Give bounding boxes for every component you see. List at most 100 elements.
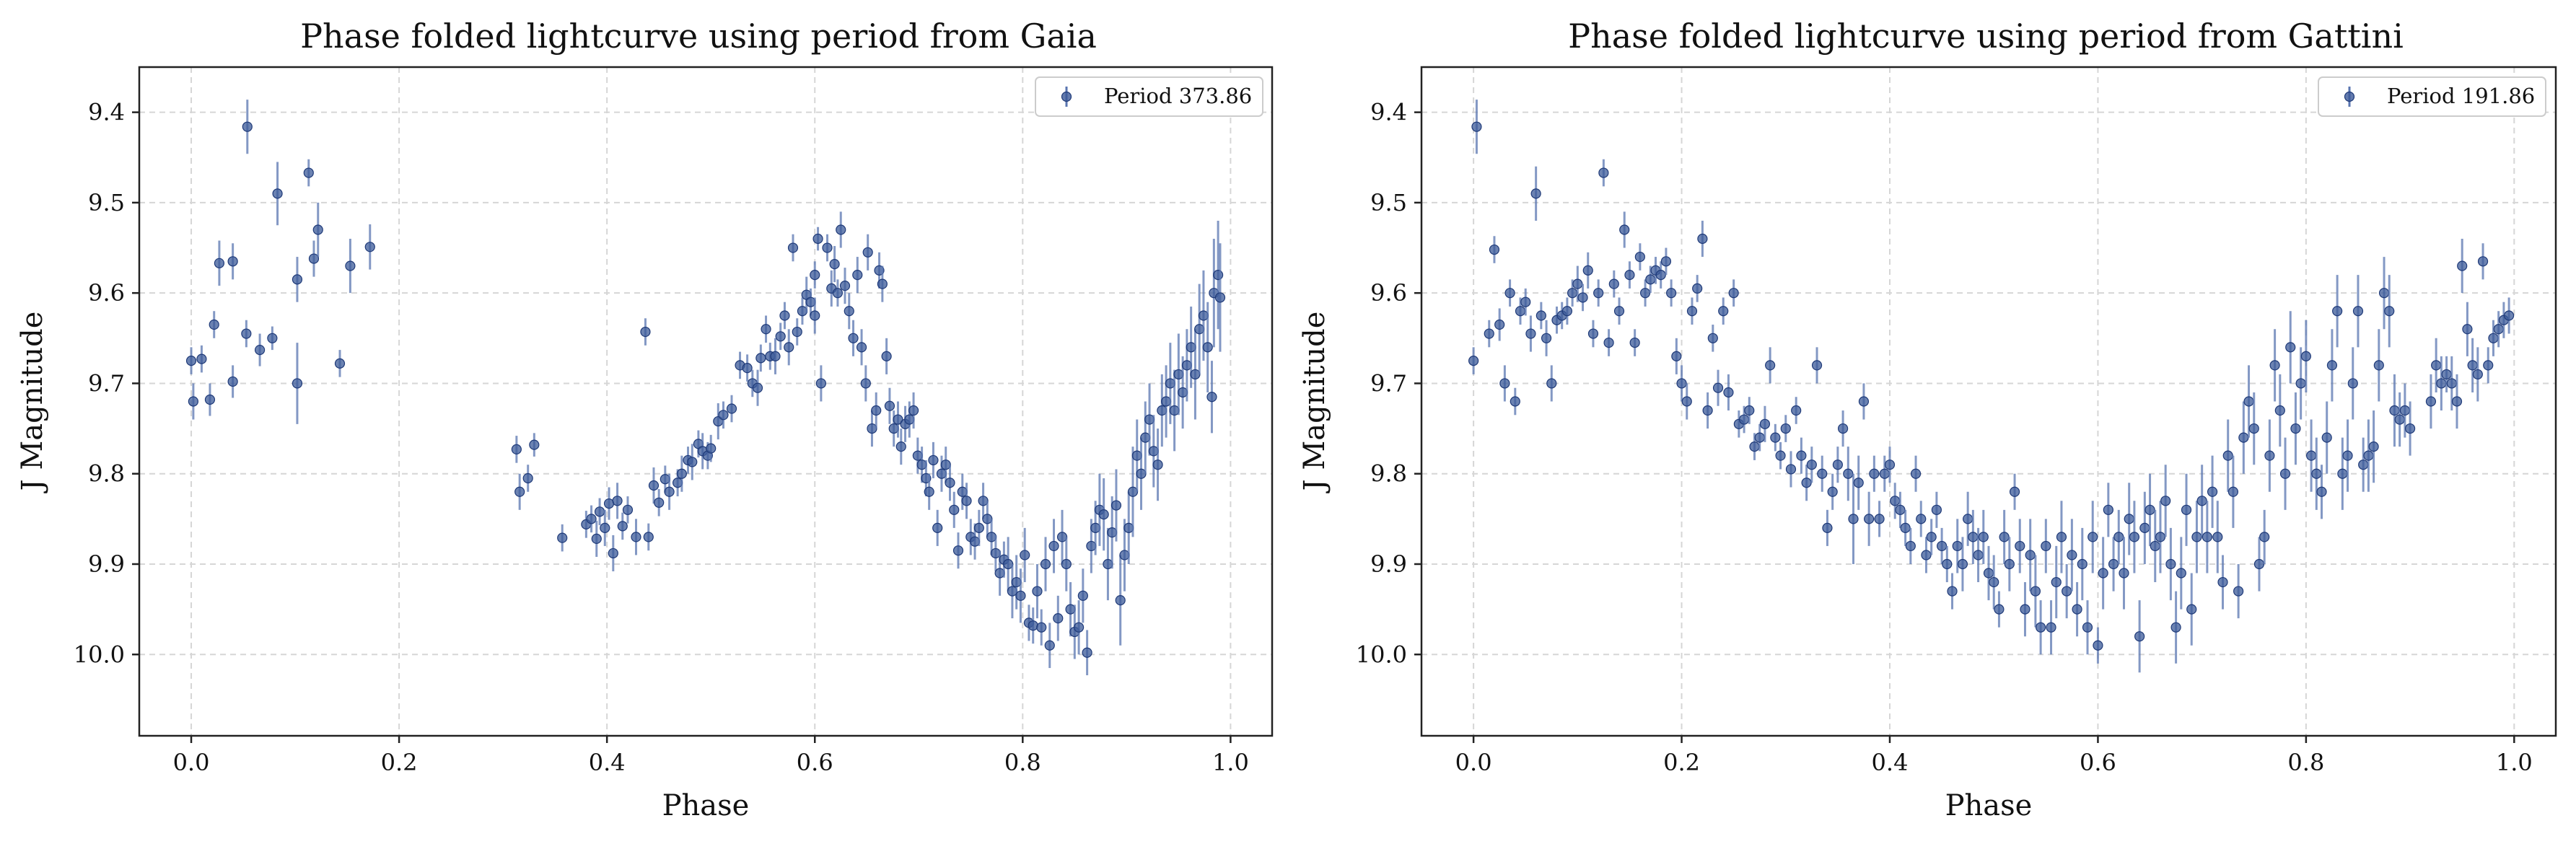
data-point [2020, 582, 2030, 637]
data-point [312, 202, 323, 258]
point-marker [1973, 550, 1984, 561]
point-marker [2238, 432, 2249, 443]
x-tick-label: 0.0 [1455, 749, 1492, 776]
point-marker [1942, 558, 1953, 570]
point-marker [726, 403, 737, 414]
data-point [1738, 405, 1750, 434]
data-point [2103, 483, 2113, 537]
point-marker [1931, 504, 1942, 515]
data-point [654, 489, 665, 516]
point-marker [839, 281, 851, 291]
data-point [2259, 509, 2270, 564]
x-tick-label: 0.2 [1663, 749, 1700, 776]
data-point [1160, 365, 1172, 438]
point-marker [1152, 460, 1163, 470]
point-marker [514, 486, 525, 497]
point-marker [2124, 514, 2134, 524]
point-marker [185, 356, 197, 366]
data-point [2352, 275, 2364, 348]
point-marker [2093, 640, 2103, 651]
point-marker [1978, 532, 1989, 542]
data-point [1754, 423, 1765, 452]
point-marker [1515, 306, 1526, 317]
point-marker [1572, 278, 1583, 289]
point-marker [1629, 337, 1640, 348]
point-marker [267, 333, 278, 343]
point-marker [2253, 558, 2265, 570]
point-marker [779, 310, 790, 321]
data-point [1489, 236, 1500, 263]
data-point [2404, 401, 2416, 456]
legend-marker [2344, 87, 2355, 107]
point-marker [2441, 369, 2452, 380]
point-marker [241, 328, 252, 339]
data-point [2217, 555, 2228, 610]
data-point [1103, 527, 1113, 601]
data-point [1916, 501, 1927, 537]
point-marker [1484, 328, 1494, 339]
point-marker [1963, 514, 1973, 524]
point-marker [928, 454, 939, 466]
point-marker [1832, 460, 1843, 470]
data-point [848, 320, 859, 356]
point-marker [345, 260, 356, 271]
point-marker [1561, 306, 1573, 317]
data-point [2108, 537, 2119, 592]
data-point [2462, 302, 2473, 356]
data-point [640, 318, 651, 346]
data-point [1884, 447, 1896, 483]
data-point [1702, 392, 1713, 429]
point-marker [2488, 333, 2499, 343]
point-marker [2030, 586, 2041, 597]
point-marker [1048, 540, 1059, 552]
point-marker [862, 247, 873, 258]
data-point [1468, 347, 1479, 374]
point-marker [706, 443, 717, 454]
point-marker [1952, 540, 1963, 552]
point-marker [209, 319, 219, 330]
point-marker [292, 274, 303, 285]
point-marker [2129, 532, 2140, 542]
point-marker [2217, 576, 2228, 588]
data-point [867, 410, 877, 447]
point-marker [822, 242, 833, 253]
x-tick-label: 0.8 [2287, 749, 2324, 776]
data-point [2087, 501, 2098, 573]
data-point [2368, 410, 2379, 483]
data-point [308, 240, 320, 277]
point-marker [1775, 450, 1786, 461]
data-point [2004, 537, 2015, 592]
data-point [2290, 392, 2301, 465]
point-marker [1806, 460, 1817, 470]
data-point [364, 224, 375, 270]
x-tick-label: 0.0 [173, 749, 210, 776]
data-point [912, 437, 923, 474]
data-point [1801, 465, 1812, 501]
point-marker [1754, 432, 1765, 443]
point-marker [557, 532, 568, 543]
point-marker [1843, 468, 1854, 479]
point-marker [1869, 468, 1880, 479]
point-marker [1619, 224, 1630, 235]
data-point [839, 268, 851, 304]
point-marker [1801, 478, 1812, 488]
point-marker [1765, 360, 1776, 371]
point-marker [1686, 306, 1698, 317]
point-marker [1697, 233, 1708, 245]
point-marker [1082, 647, 1092, 658]
data-point [2316, 465, 2327, 519]
data-point [1639, 279, 1651, 307]
data-point [1759, 405, 1771, 442]
point-marker [1061, 558, 1072, 570]
data-point [904, 401, 915, 438]
data-point [2207, 455, 2218, 528]
data-point [829, 246, 840, 283]
data-point [1853, 455, 1864, 510]
data-point [2072, 582, 2082, 637]
plot-area [139, 67, 1272, 736]
point-marker [631, 532, 641, 542]
data-point [214, 240, 225, 286]
data-point [856, 329, 867, 366]
data-point [2378, 257, 2390, 330]
